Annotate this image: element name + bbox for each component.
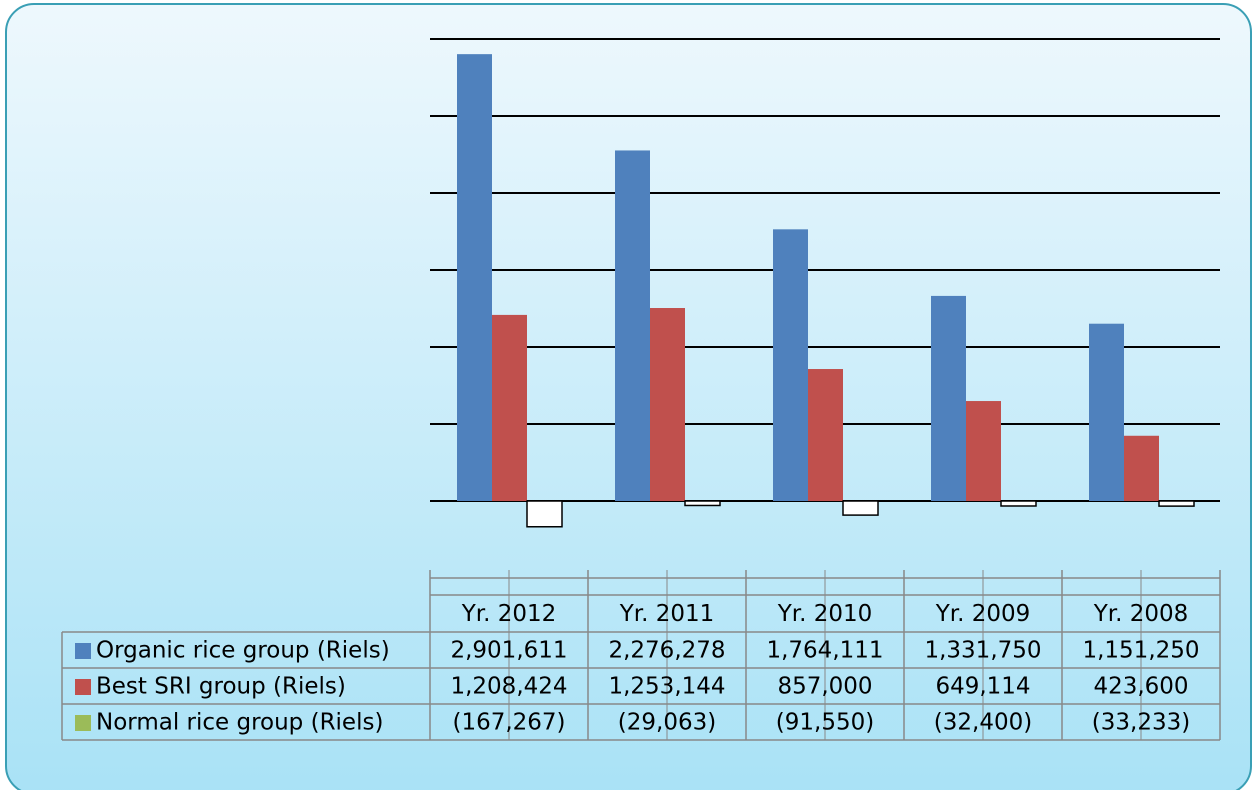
legend-label: Best SRI group (Riels) [96,674,346,700]
legend-label: Organic rice group (Riels) [96,638,390,664]
bar [1000,500,1037,507]
value-label: 2,901,611 [450,638,567,664]
value-label: 1,253,144 [608,674,725,700]
legend-swatch [75,715,91,731]
bar [457,54,492,501]
value-label: (32,400) [934,710,1032,736]
category-label: Yr. 2011 [619,601,715,627]
legend-label: Normal rice group (Riels) [96,710,383,736]
legend-swatch [75,679,91,695]
bar [650,308,685,501]
value-label: 1,331,750 [924,638,1041,664]
value-label: (167,267) [452,710,565,736]
bar [526,500,563,528]
bar [1158,500,1195,507]
bar [966,401,1001,501]
bar [684,500,721,507]
value-label: (33,233) [1092,710,1190,736]
bar [931,295,966,501]
bar [808,369,843,501]
category-label: Yr. 2008 [1093,601,1189,627]
value-label: 1,764,111 [766,638,883,664]
value-label: (29,063) [618,710,716,736]
bar [1089,323,1124,501]
value-label: 423,600 [1093,674,1188,700]
bar [773,229,808,501]
value-label: 1,151,250 [1082,638,1199,664]
bar [842,500,879,516]
bar [1124,435,1159,501]
category-label: Yr. 2010 [777,601,873,627]
category-label: Yr. 2012 [461,601,557,627]
legend-swatch [75,643,91,659]
category-label: Yr. 2009 [935,601,1031,627]
value-label: 2,276,278 [608,638,725,664]
bar [615,150,650,501]
bar [492,314,527,501]
value-label: (91,550) [776,710,874,736]
value-label: 649,114 [935,674,1030,700]
value-label: 857,000 [777,674,872,700]
value-label: 1,208,424 [450,674,567,700]
